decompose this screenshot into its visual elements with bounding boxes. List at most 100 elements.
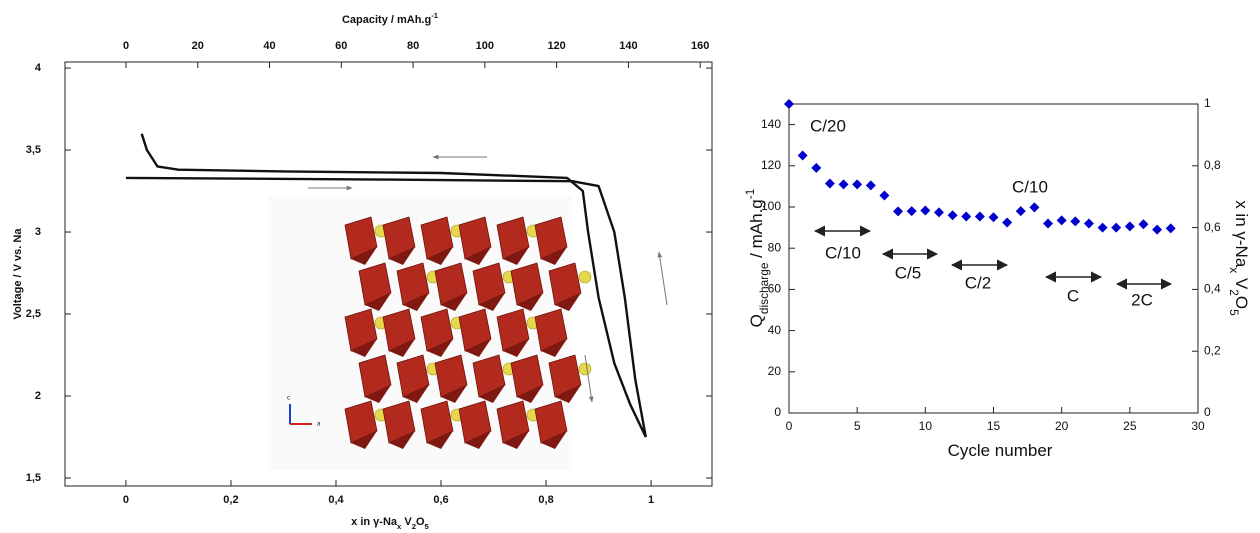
- x-tick-label: 0,4: [328, 494, 344, 506]
- y-tick-label: 2: [35, 390, 41, 402]
- rate-annotation: 2C: [1131, 290, 1153, 309]
- data-point: [947, 210, 958, 221]
- label-part: / mAh.g: [747, 199, 766, 262]
- y-tick-label: 0: [774, 405, 781, 419]
- data-point: [1111, 222, 1122, 233]
- label-part: 5: [1227, 309, 1241, 316]
- label-part: x in γ-Na: [1232, 200, 1251, 268]
- rate-annotation: C/20: [810, 116, 846, 135]
- data-point: [1056, 215, 1067, 226]
- data-point: [865, 180, 876, 191]
- y-tick-label: 100: [761, 199, 781, 213]
- rate-annotation: C: [1067, 286, 1079, 305]
- y-tick-label: 140: [761, 117, 781, 131]
- data-point: [988, 212, 999, 223]
- data-point: [784, 99, 794, 109]
- data-point: [1083, 218, 1094, 229]
- data-point: [1152, 224, 1163, 235]
- crystal-polyhedron: [465, 247, 491, 265]
- y-tick-label: 20: [768, 364, 782, 378]
- plot-frame: [64, 61, 713, 487]
- crystal-polyhedron: [403, 293, 429, 311]
- crystal-polyhedron: [365, 385, 391, 403]
- y-tick-label: 1,5: [26, 472, 41, 484]
- data-point: [1124, 221, 1135, 232]
- x-tick-label: 20: [1055, 419, 1069, 433]
- crystal-polyhedron: [555, 385, 581, 403]
- label-part: 2: [412, 522, 416, 531]
- crystal-polyhedron: [389, 247, 415, 265]
- data-point: [852, 179, 863, 190]
- crystal-polyhedron: [541, 431, 567, 449]
- crystal-polyhedron: [465, 431, 491, 449]
- y2-tick-label: 0: [1204, 405, 1211, 419]
- data-point: [1029, 202, 1040, 213]
- label-part: Cycle number: [948, 441, 1053, 460]
- data-point: [824, 178, 835, 189]
- label-part: V: [1232, 273, 1251, 290]
- rate-annotation: C/5: [895, 263, 921, 282]
- crystal-polyhedron: [427, 339, 453, 357]
- crystal-polyhedron: [351, 247, 377, 265]
- crystal-polyhedron: [479, 385, 505, 403]
- y-tick-label: 40: [768, 323, 782, 337]
- label-part: 5: [425, 522, 430, 531]
- label-part: V: [401, 516, 412, 528]
- data-point: [1070, 216, 1081, 227]
- y2-tick-label: 1: [1204, 96, 1211, 110]
- data-point: [906, 206, 917, 217]
- x2-tick-label: 80: [407, 40, 419, 52]
- data-point: [1043, 218, 1054, 229]
- y-axis-title: Qdischarge / mAh.g-1: [743, 188, 771, 327]
- data-point: [1138, 219, 1149, 230]
- crystal-polyhedron: [503, 247, 529, 265]
- rate-annotation: C/10: [825, 243, 861, 262]
- crystal-polyhedron: [427, 431, 453, 449]
- crystal-polyhedron: [427, 247, 453, 265]
- x-tick-label: 0,8: [538, 494, 553, 506]
- crystal-polyhedron: [541, 247, 567, 265]
- crystal-polyhedron: [479, 293, 505, 311]
- inset-axis-label: c: [287, 396, 290, 402]
- label-part: -1: [431, 11, 439, 20]
- data-point: [974, 211, 985, 222]
- data-point: [1097, 222, 1108, 233]
- y2-tick-label: 0,2: [1204, 343, 1221, 357]
- y2-tick-label: 0,4: [1204, 282, 1221, 296]
- y-tick-label: 3: [35, 226, 41, 238]
- x-tick-label: 30: [1191, 419, 1205, 433]
- voltage-curve: [125, 176, 647, 438]
- y-tick-label: 120: [761, 158, 781, 172]
- crystal-polyhedron: [503, 339, 529, 357]
- data-point: [1015, 206, 1026, 217]
- x-axis-title: x in γ-Nax V2O5: [351, 516, 429, 531]
- label-part: x in γ-Na: [351, 516, 398, 528]
- x2-tick-label: 40: [263, 40, 275, 52]
- data-point: [920, 205, 931, 216]
- label-part: x: [397, 522, 402, 531]
- x-tick-label: 5: [854, 419, 861, 433]
- label-part: Q: [747, 314, 766, 327]
- y-tick-label: 2,5: [26, 308, 41, 320]
- x-tick-label: 1: [648, 494, 654, 506]
- x-tick-label: 15: [987, 419, 1001, 433]
- y-tick-label: 3,5: [26, 144, 41, 156]
- data-point: [1165, 223, 1176, 234]
- label-part: O: [416, 516, 425, 528]
- label-part: discharge: [757, 262, 771, 314]
- label-part: -1: [743, 188, 757, 199]
- crystal-polyhedron: [351, 339, 377, 357]
- y2-tick-label: 0,6: [1204, 220, 1221, 234]
- crystal-polyhedron: [517, 385, 543, 403]
- direction-arrow: [657, 251, 668, 306]
- crystal-polyhedron: [541, 339, 567, 357]
- label-part: x: [1227, 267, 1241, 273]
- crystal-polyhedron: [503, 431, 529, 449]
- crystal-polyhedron: [441, 293, 467, 311]
- crystal-polyhedron: [403, 385, 429, 403]
- data-point: [838, 179, 849, 190]
- crystal-polyhedron: [517, 293, 543, 311]
- data-point: [893, 206, 904, 217]
- rate-annotation: C/10: [1012, 177, 1048, 196]
